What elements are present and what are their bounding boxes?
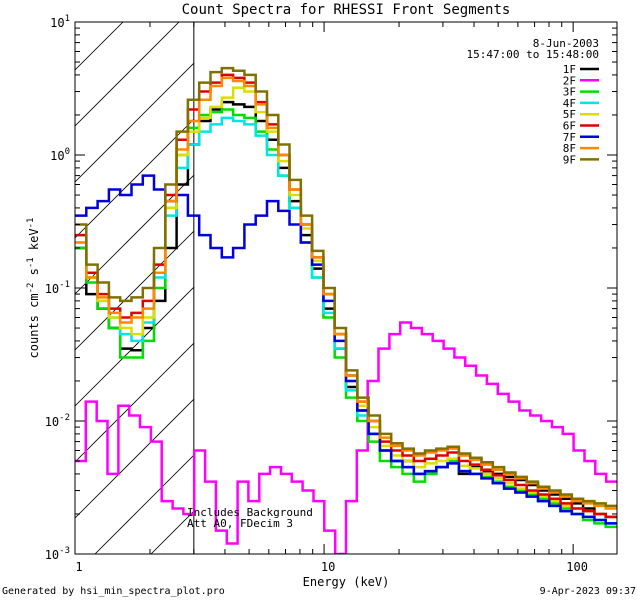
y-label-sup1: -2 (26, 283, 36, 294)
y-tick-base: 10 (45, 415, 59, 429)
y-tick-label: 101 (50, 14, 70, 30)
y-tick-exponent: -1 (59, 280, 70, 290)
hatch-line (75, 342, 195, 463)
y-tick-exponent: 1 (65, 14, 70, 24)
y-tick-label: 10-2 (45, 413, 70, 429)
legend-label-9F: 9F (563, 153, 576, 166)
hatch-line (75, 22, 124, 71)
y-tick-label: 10-3 (45, 546, 70, 562)
y-axis-label: counts cm-2 s-1 keV-1 (26, 218, 41, 359)
y-tick-base: 10 (50, 16, 64, 30)
y-label-end: keV (27, 228, 41, 257)
y-tick-label: 10-1 (45, 280, 70, 296)
x-tick-labels: 1 10 100 (75, 560, 588, 574)
hatch-line (75, 398, 195, 519)
y-tick-base: 10 (45, 548, 59, 562)
y-tick-exponent: -2 (59, 413, 70, 423)
y-label-sup3: -1 (26, 218, 36, 229)
y-tick-label: 100 (50, 147, 70, 163)
hatch-line (75, 62, 195, 183)
observation-time-range: 15:47:00 to 15:48:00 (467, 48, 599, 61)
y-tick-exponent: -3 (59, 546, 70, 556)
series-line-9F (75, 66, 617, 508)
hatch-line (75, 286, 195, 407)
hatch-line (94, 454, 195, 554)
legend-label-3F: 3F (563, 86, 576, 99)
hatch-line (75, 118, 195, 239)
hatch-line (75, 230, 195, 351)
series-line-1F (75, 100, 617, 519)
annotation-background: Includes Background (187, 506, 313, 519)
y-label-main: counts cm (27, 293, 41, 358)
y-tick-base: 10 (45, 282, 59, 296)
legend-label-5F: 5F (563, 108, 576, 121)
annotation-attenuator: Att A0, FDecim 3 (187, 517, 293, 530)
series-line-8F (75, 76, 617, 510)
excluded-region-hatch (75, 0, 195, 554)
y-tick-exponent: 0 (65, 147, 70, 157)
series-line-4F (75, 116, 617, 525)
chart-title: Count Spectra for RHESSI Front Segments (182, 2, 511, 18)
legend-label-6F: 6F (563, 120, 576, 133)
series-group (75, 66, 617, 554)
y-tick-base: 10 (50, 149, 64, 163)
observation-date: 8-Jun-2003 (533, 37, 599, 50)
axis-ticks (74, 21, 617, 555)
x-tick-label: 1 (75, 560, 82, 574)
hatch-line (75, 0, 194, 14)
legend-label-7F: 7F (563, 131, 576, 144)
x-axis-label: Energy (keV) (303, 575, 390, 589)
y-label-mid: s (27, 268, 41, 282)
footer-timestamp: 9-Apr-2023 09:37 (540, 586, 636, 597)
legend-label-4F: 4F (563, 97, 576, 110)
series-line-2F (75, 321, 617, 554)
series-line-5F (75, 86, 617, 519)
y-label-sup2: -1 (26, 257, 36, 268)
legend-label-2F: 2F (563, 74, 576, 87)
x-tick-label: 10 (321, 560, 335, 574)
footer-generator: Generated by hsi_min_spectra_plot.pro (2, 586, 225, 597)
x-tick-label: 100 (566, 560, 588, 574)
legend-label-1F: 1F (563, 63, 576, 76)
series-line-3F (75, 108, 617, 529)
series-line-6F (75, 73, 617, 519)
hatch-line (150, 510, 195, 554)
legend-label-8F: 8F (563, 142, 576, 155)
hatch-line (75, 22, 180, 127)
